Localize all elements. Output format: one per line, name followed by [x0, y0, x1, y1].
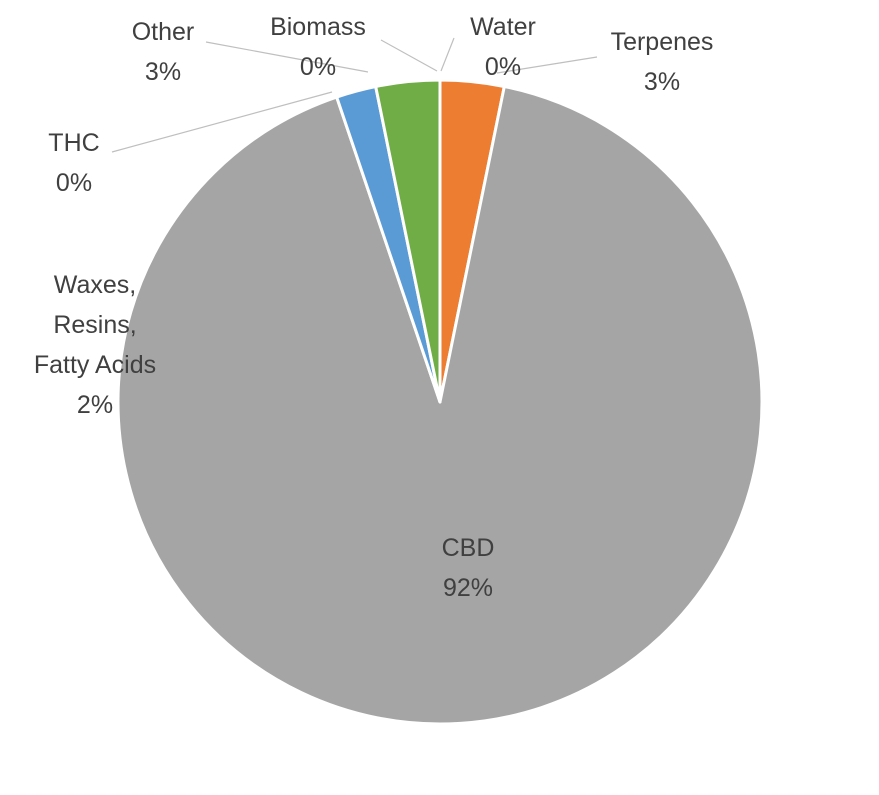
slice-label-other: Other 3% — [132, 18, 195, 86]
pie-slice-cbd — [116, 84, 764, 726]
leader-line-terpenes — [496, 56, 598, 74]
leader-line-other — [205, 41, 369, 73]
slice-label-water: Water 0% — [470, 13, 536, 81]
leader-lines — [111, 37, 598, 153]
slice-label-cbd: CBD 92% — [442, 534, 495, 602]
pie-slice-other — [374, 78, 442, 404]
leader-line-biomass — [380, 39, 438, 72]
leader-line-water — [440, 37, 455, 72]
slice-label-terpenes: Terpenes 3% — [611, 28, 714, 96]
slice-label-waxes-resins-fatty-acids: Waxes, Resins, Fatty Acids 2% — [34, 271, 156, 419]
slice-labels: Terpenes 3% CBD 92% THC 0% Waxes, Resins, Fatty … — [34, 13, 714, 602]
leader-line-thc — [111, 91, 333, 153]
slice-label-biomass: Biomass 0% — [270, 13, 366, 81]
pie-slices — [116, 78, 764, 726]
slice-label-thc: THC 0% — [48, 129, 99, 197]
